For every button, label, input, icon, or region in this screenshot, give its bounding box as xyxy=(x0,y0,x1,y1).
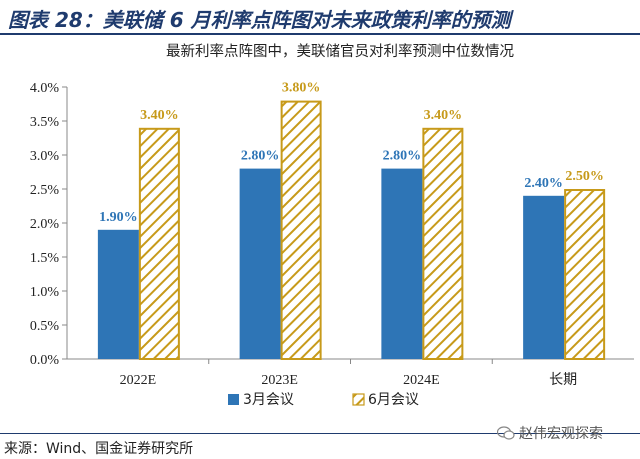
bar-series-2 xyxy=(138,127,180,360)
bar-series-2 xyxy=(280,100,322,360)
y-tick-label: 0.5% xyxy=(30,319,60,334)
bar-series-1 xyxy=(239,168,281,359)
legend-label-series-1: 3月会议 xyxy=(243,392,294,408)
bar-series-2 xyxy=(422,127,464,360)
y-tick-label: 2.5% xyxy=(30,183,60,198)
bar-chart: 最新利率点阵图中，美联储官员对利率预测中位数情况 0.0% 0.5% 1.0% 1.5… xyxy=(30,43,634,408)
figure-header: 图表 28：美联储 6 月利率点阵图对未来政策利率的预测 xyxy=(0,0,640,35)
bar-data-labels: 1.90% 3.40% 2.80% 3.80% 2.80% 3.40% 2.40% 2.50% xyxy=(99,81,604,225)
header-divider xyxy=(0,33,640,35)
data-label-series-2: 3.80% xyxy=(282,81,321,96)
x-axis: 2022E 2023E 2024E 长期 xyxy=(67,358,634,388)
bar-series xyxy=(97,100,606,360)
y-tick-label: 0.0% xyxy=(30,353,60,368)
legend: 3月会议 6月会议 xyxy=(228,392,419,408)
y-tick-label: 3.5% xyxy=(30,115,60,130)
y-tick-label: 4.0% xyxy=(30,81,60,96)
data-label-series-2: 3.40% xyxy=(424,108,463,123)
data-label-series-1: 2.80% xyxy=(383,149,422,164)
legend-swatch-series-1 xyxy=(228,394,239,405)
data-label-series-1: 2.40% xyxy=(524,176,563,191)
data-label-series-1: 1.90% xyxy=(99,210,138,225)
y-tick-label: 2.0% xyxy=(30,217,60,232)
bar-series-1 xyxy=(381,168,423,359)
y-tick-label: 1.5% xyxy=(30,251,60,266)
legend-label-series-2: 6月会议 xyxy=(368,392,419,408)
source-note: 来源：Wind、国金证券研究所 xyxy=(4,441,194,457)
bar-series-1 xyxy=(97,229,139,359)
bar-series-2 xyxy=(564,189,606,360)
watermark-text: 赵伟宏观探索 xyxy=(519,426,603,442)
y-tick-label: 1.0% xyxy=(30,285,60,300)
chart-subtitle: 最新利率点阵图中，美联储官员对利率预测中位数情况 xyxy=(166,43,514,60)
footer-divider xyxy=(0,433,640,434)
x-category-label: 2024E xyxy=(403,373,440,388)
wechat-icon xyxy=(497,426,515,440)
watermark: 赵伟宏观探索 xyxy=(497,422,603,444)
data-label-series-2: 3.40% xyxy=(140,108,179,123)
legend-swatch-series-2 xyxy=(352,393,365,406)
data-label-series-1: 2.80% xyxy=(241,149,280,164)
figure-title: 图表 28：美联储 6 月利率点阵图对未来政策利率的预测 xyxy=(8,8,511,32)
x-category-label: 长期 xyxy=(549,372,577,388)
y-tick-label: 3.0% xyxy=(30,149,60,164)
y-axis: 0.0% 0.5% 1.0% 1.5% 2.0% 2.5% 3.0% 3.5% 4.0% xyxy=(30,81,68,368)
data-label-series-2: 2.50% xyxy=(565,169,604,184)
bar-series-1 xyxy=(523,195,565,359)
x-category-label: 2023E xyxy=(261,373,298,388)
x-category-label: 2022E xyxy=(120,373,157,388)
